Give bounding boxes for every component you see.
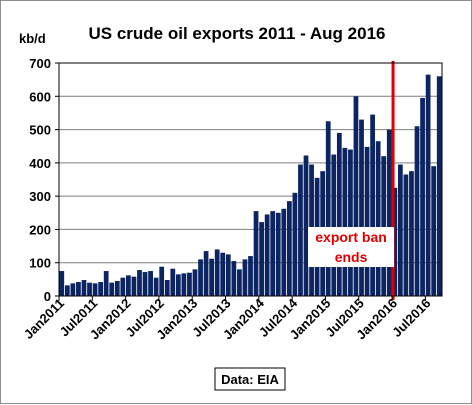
y-tick-label: 100: [29, 256, 51, 271]
bar: [242, 259, 248, 296]
bar: [286, 201, 292, 296]
bar: [142, 272, 148, 296]
plot-area-border: [58, 62, 443, 297]
bar: [397, 164, 403, 296]
bar: [114, 281, 120, 296]
bar: [98, 282, 104, 296]
y-tick-label: 0: [44, 289, 51, 304]
bar: [181, 273, 187, 296]
source-box-border: [214, 367, 286, 391]
bar: [375, 141, 381, 296]
bar: [270, 211, 276, 296]
y-axis-ticks: 0 100 200 300 400 500 600 700: [29, 56, 59, 304]
bar: [103, 271, 109, 296]
bar: [170, 268, 176, 296]
y-tick-label: 500: [29, 123, 51, 138]
y-tick-label: 600: [29, 89, 51, 104]
bar: [225, 254, 231, 296]
annotation-line-2: ends: [335, 249, 368, 265]
bar: [298, 164, 303, 296]
bar: [303, 155, 309, 296]
bar: [403, 174, 409, 296]
export-ban-annotation: export ban ends: [308, 227, 395, 267]
bar: [192, 269, 198, 296]
bar: [153, 277, 159, 296]
bar: [414, 126, 420, 296]
bar: [281, 208, 287, 296]
bar: [409, 171, 414, 296]
bar: [292, 192, 298, 296]
bar: [220, 252, 226, 296]
bar: [425, 74, 431, 297]
bar: [386, 129, 392, 296]
source-box: Data: EIA: [214, 367, 286, 391]
annotation-background: [308, 227, 395, 267]
bar: [237, 269, 242, 296]
annotation-line-1: export ban: [315, 229, 387, 245]
bar: [231, 261, 237, 296]
bar: [209, 258, 215, 296]
bar: [92, 283, 98, 296]
bar: [436, 76, 442, 296]
bar: [87, 282, 92, 296]
bar: [253, 211, 259, 296]
bar: [164, 280, 170, 296]
bar: [214, 249, 220, 296]
bar: [120, 277, 126, 296]
bar: [64, 285, 70, 296]
bar: [364, 146, 370, 296]
bar: [126, 275, 131, 296]
bar: [342, 147, 348, 296]
source-label: Data: EIA: [221, 372, 279, 387]
y-tick-label: 200: [29, 222, 51, 237]
x-axis-ticks: Jan2011Jul2011Jan2012Jul2012Jan2013Jul20…: [21, 295, 434, 342]
bar: [370, 114, 375, 296]
bar: [264, 214, 270, 296]
bar: [198, 259, 203, 296]
bar: [331, 154, 337, 296]
chart-title: US crude oil exports 2011 - Aug 2016: [89, 24, 386, 43]
bar: [348, 149, 353, 296]
bar: [353, 96, 359, 297]
y-tick-label: 400: [29, 156, 51, 171]
bar: [70, 283, 76, 296]
bar: [137, 270, 142, 296]
bar: [109, 282, 115, 296]
bar: [325, 121, 331, 296]
y-tick-label: 300: [29, 189, 51, 204]
bar: [131, 276, 137, 296]
bar: [175, 274, 181, 296]
bar: [81, 280, 87, 296]
bar: [275, 212, 281, 296]
y-tick-label: 700: [29, 56, 51, 71]
bar: [381, 156, 387, 296]
bar: [76, 282, 81, 296]
bar: [203, 251, 209, 296]
bar: [336, 132, 342, 296]
bar: [359, 119, 364, 296]
y-axis-label: kb/d: [19, 31, 46, 46]
bar: [259, 222, 264, 296]
bar: [59, 271, 65, 296]
bar: [392, 187, 398, 296]
bar: [159, 266, 165, 296]
bar: [148, 271, 153, 296]
bar: [431, 166, 437, 296]
bar: [248, 256, 253, 296]
bar: [420, 97, 425, 296]
bar: [187, 272, 192, 296]
